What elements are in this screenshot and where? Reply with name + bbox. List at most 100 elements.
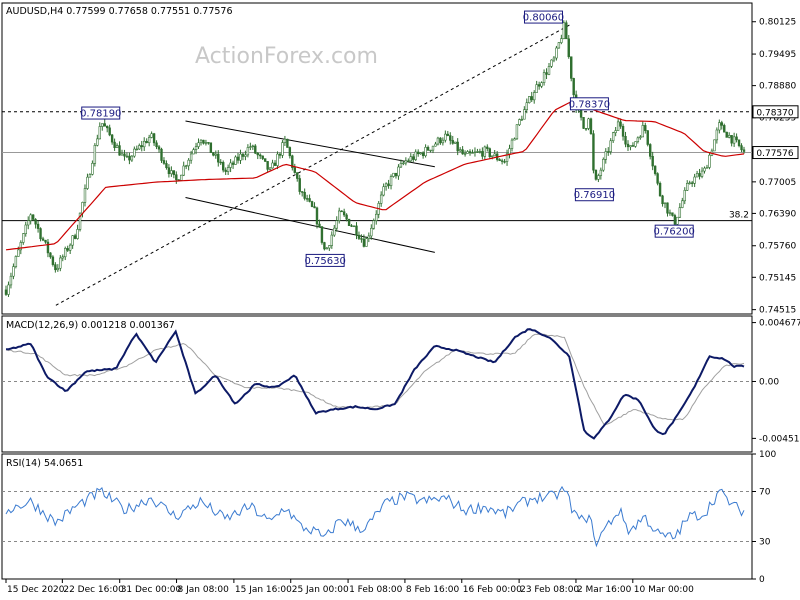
candle-body — [510, 139, 514, 149]
candle-body — [414, 151, 417, 160]
candle-body — [397, 166, 400, 177]
price-tick-label: 0.79495 — [759, 50, 796, 60]
candle-body — [705, 167, 709, 169]
candle-body — [392, 172, 395, 177]
macd-tick-label: 0.004677 — [759, 319, 800, 329]
candle-body — [330, 234, 334, 246]
candle-body — [59, 257, 62, 269]
candle-body — [202, 139, 205, 144]
candle-body — [286, 138, 289, 148]
candle-body — [19, 242, 23, 251]
candle-body — [347, 218, 351, 226]
candle-body — [219, 161, 222, 164]
candle-body — [550, 59, 553, 67]
fib-level-label: 38.2 — [729, 211, 749, 221]
candle-body — [204, 142, 208, 144]
time-tick-label: 1 Feb 08:00 — [349, 585, 403, 595]
candle-body — [370, 227, 373, 237]
candle-body — [103, 123, 106, 127]
candle-body — [281, 142, 284, 156]
candle-body — [444, 133, 447, 141]
candle-body — [597, 175, 600, 180]
candle-body — [698, 173, 701, 177]
candle-body — [172, 170, 176, 176]
candle-body — [491, 155, 494, 158]
candle-body — [458, 149, 462, 152]
candle-body — [150, 133, 153, 138]
candle-body — [412, 156, 415, 160]
candle-body — [394, 172, 398, 177]
candle-body — [229, 162, 232, 168]
candle-body — [673, 215, 677, 225]
candle-body — [461, 149, 464, 155]
candle-body — [162, 160, 166, 164]
candle-body — [333, 227, 336, 236]
candle-body — [155, 142, 158, 148]
candle-body — [128, 155, 131, 161]
candle-body — [671, 212, 674, 216]
candle-body — [552, 57, 556, 61]
candle-body — [342, 211, 346, 216]
candle-body — [384, 183, 388, 187]
candle-body — [572, 78, 575, 96]
candle-body — [621, 125, 625, 137]
candle-body — [130, 155, 134, 161]
price-callout-box — [81, 106, 121, 120]
candle-body — [226, 167, 230, 172]
candle-body — [614, 130, 617, 134]
price-callout-label: 0.76910 — [574, 190, 615, 201]
candle-body — [690, 182, 694, 184]
time-tick-label: 25 Jan 00:00 — [292, 585, 349, 595]
candle-body — [513, 138, 516, 141]
candle-body — [619, 121, 622, 127]
candle-body — [138, 145, 141, 150]
candle-body — [251, 145, 255, 148]
candle-body — [565, 22, 568, 40]
rsi-line — [5, 485, 745, 548]
candle-body — [224, 169, 227, 172]
candle-body — [449, 135, 452, 141]
rsi-frame — [1, 453, 753, 580]
candle-body — [41, 238, 45, 241]
candle-body — [468, 151, 472, 154]
candle-body — [530, 96, 533, 101]
candle-body — [101, 123, 104, 127]
candle-body — [375, 213, 378, 221]
candle-body — [424, 146, 427, 157]
candle-body — [241, 153, 245, 157]
channel-lower-line — [185, 197, 435, 253]
candle-body — [352, 225, 356, 228]
candle-body — [266, 161, 269, 170]
candle-body — [291, 155, 294, 168]
macd-line — [5, 328, 745, 440]
candle-body — [656, 173, 659, 184]
price-callout-box — [654, 224, 694, 238]
resistance-axis-box — [752, 105, 799, 119]
candle-body — [518, 119, 521, 126]
candle-body — [439, 137, 442, 144]
time-tick-label: 16 Feb 00:00 — [463, 585, 522, 595]
price-callout-label: 0.75630 — [304, 256, 345, 267]
candle-body — [105, 125, 109, 129]
price-tick-label: 0.78255 — [759, 114, 796, 124]
candle-body — [651, 156, 654, 167]
macd-signal-line — [5, 333, 745, 426]
candle-body — [587, 118, 590, 129]
candle-body — [93, 145, 97, 164]
candle-body — [184, 165, 188, 167]
price-callout-box — [305, 253, 345, 267]
candle-body — [661, 195, 664, 205]
candle-body — [446, 133, 450, 136]
candle-body — [51, 256, 55, 265]
candle-body — [547, 66, 551, 75]
candle-body — [589, 118, 593, 134]
candle-body — [471, 152, 474, 154]
candle-body — [463, 153, 467, 155]
candle-body — [328, 245, 331, 249]
rsi-panel: 100 70 30 0 RSI(14) 54.0651 — [1, 450, 776, 585]
candle-body — [607, 151, 610, 153]
candle-body — [263, 158, 267, 162]
candle-body — [700, 170, 704, 177]
